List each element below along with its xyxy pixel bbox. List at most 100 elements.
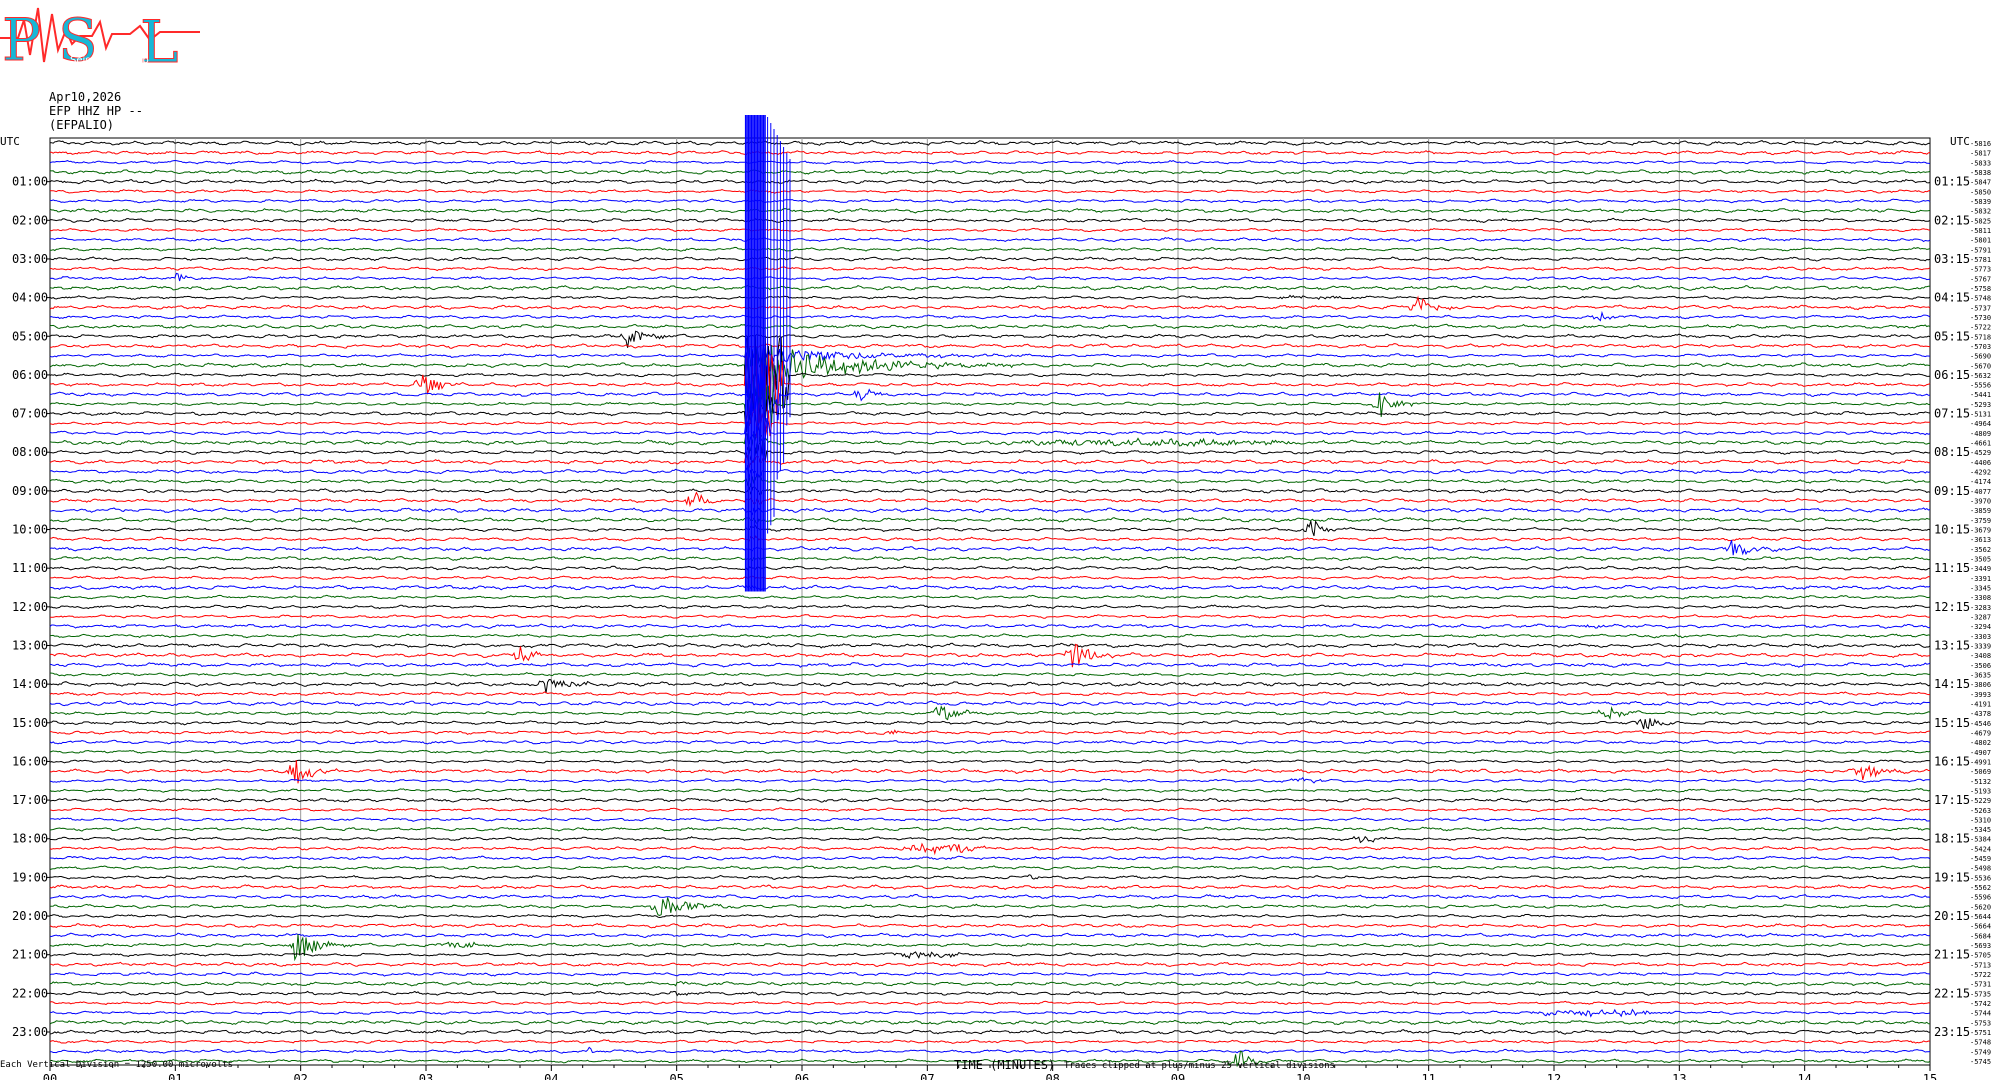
- trace-offset-label: -5801: [1970, 237, 1991, 245]
- trace-line: [49, 432, 1931, 453]
- trace-offset-label: -5839: [1970, 198, 1991, 206]
- trace-offset-label: -4174: [1970, 478, 1991, 486]
- left-hour-label: 04:00: [12, 291, 48, 305]
- trace-line: [49, 379, 1931, 424]
- right-hour-label: 09:15: [1934, 484, 1970, 498]
- trace-offset-label: -4406: [1970, 459, 1991, 467]
- trace-offset-label: -3303: [1970, 633, 1991, 641]
- right-hour-label: 07:15: [1934, 407, 1970, 421]
- trace-offset-label: -3308: [1970, 594, 1991, 602]
- left-hour-label: 21:00: [12, 948, 48, 962]
- logo-letter-l: L: [140, 8, 179, 76]
- grid-lines: [46, 137, 1931, 1071]
- trace-offset-label: -5781: [1970, 256, 1991, 264]
- trace-offset-label: -3759: [1970, 517, 1991, 525]
- trace-offset-label: -5664: [1970, 923, 1991, 931]
- left-hour-label: 02:00: [12, 213, 48, 227]
- trace-line: [49, 884, 1931, 891]
- left-hour-label: 20:00: [12, 909, 48, 923]
- trace-offset-label: -5705: [1970, 952, 1991, 960]
- trace-line: [49, 1019, 1931, 1026]
- trace-offset-label: -5713: [1970, 961, 1991, 969]
- axis-labels: 00 01 02 03 04 05 06 07 08 09 10 11 12 13 14 15 -5816 -58…: [0, 135, 1991, 1080]
- trace-offset-label: -5693: [1970, 942, 1991, 950]
- x-axis-title: TIME (MINUTES): [954, 1058, 1056, 1072]
- trace-line: [49, 865, 1931, 871]
- trace-line: [49, 691, 1931, 697]
- trace-offset-label: -5562: [1970, 884, 1991, 892]
- trace-line: [49, 749, 1931, 754]
- trace-line: [50, 246, 1931, 252]
- right-hour-label: 12:15: [1934, 600, 1970, 614]
- trace-line: [49, 923, 1931, 929]
- trace-offset-label: -5293: [1970, 401, 1991, 409]
- trace-line: [49, 855, 1931, 861]
- trace-offset-label: -5620: [1970, 903, 1991, 911]
- trace-line: [50, 150, 1931, 156]
- trace-offset-label: -5069: [1970, 768, 1991, 776]
- trace-offset-label: -5690: [1970, 353, 1991, 361]
- trace-line: [49, 417, 1931, 445]
- trace-line: [49, 662, 1931, 668]
- x-tick-label: 12: [1547, 1072, 1561, 1080]
- left-hour-label: 14:00: [12, 677, 48, 691]
- right-hour-label: 19:15: [1934, 870, 1970, 884]
- trace-line: [49, 454, 1931, 469]
- trace-line: [49, 364, 1931, 421]
- trace-line: [49, 1050, 1931, 1068]
- trace-offset-label: -5751: [1970, 1029, 1991, 1037]
- left-hour-label: 07:00: [12, 407, 48, 421]
- trace-line: [49, 284, 1931, 291]
- station-name: (EFPALIO): [49, 118, 115, 132]
- trace-offset-label: -5737: [1970, 304, 1991, 312]
- trace-line: [49, 345, 1931, 394]
- trace-offset-label: -5644: [1970, 913, 1991, 921]
- trace-line: [49, 932, 1931, 939]
- trace-offset-label: -5817: [1970, 150, 1991, 158]
- trace-line: [49, 777, 1930, 784]
- trace-line: [49, 475, 1931, 488]
- trace-line: [49, 323, 1931, 330]
- trace-line: [49, 797, 1931, 803]
- right-hour-label: 14:15: [1934, 677, 1970, 691]
- trace-offset-label: -5791: [1970, 246, 1991, 254]
- trace-offset-label: -5850: [1970, 188, 1991, 196]
- trace-offset-label: -5193: [1970, 787, 1991, 795]
- trace-line: [49, 227, 1931, 233]
- right-hour-label: 20:15: [1934, 909, 1970, 923]
- trace-line: [49, 990, 1931, 997]
- x-tick-label: 13: [1672, 1072, 1686, 1080]
- trace-offset-label: -3408: [1970, 652, 1991, 660]
- trace-line: [49, 842, 1931, 856]
- right-hour-label: 08:15: [1934, 445, 1970, 459]
- trace-offset-label: -3505: [1970, 556, 1991, 564]
- trace-line: [49, 159, 1931, 165]
- x-tick-label: 02: [293, 1072, 307, 1080]
- trace-line: [49, 294, 1931, 301]
- trace-line: [49, 207, 1931, 214]
- trace-offset-label: -5263: [1970, 807, 1991, 815]
- right-hour-label: 22:15: [1934, 986, 1970, 1000]
- trace-offset-label: -5670: [1970, 362, 1991, 370]
- trace-offset-label: -5825: [1970, 217, 1991, 225]
- trace-line: [49, 272, 1931, 282]
- trace-line: [49, 739, 1931, 745]
- trace-offset-label: -3806: [1970, 681, 1991, 689]
- right-hour-label: 13:15: [1934, 638, 1970, 652]
- trace-line: [49, 1039, 1931, 1045]
- x-tick-label: 01: [168, 1072, 182, 1080]
- x-tick-label: 09: [1171, 1072, 1185, 1080]
- trace-line: [49, 971, 1931, 977]
- trace-line: [49, 874, 1931, 880]
- trace-offset-label: -5596: [1970, 894, 1991, 902]
- trace-offset-label: -5459: [1970, 855, 1991, 863]
- trace-offset-label: -3283: [1970, 604, 1991, 612]
- trace-offset-label: -5767: [1970, 275, 1991, 283]
- trace-offset-label: -4679: [1970, 729, 1991, 737]
- trace-line: [49, 643, 1931, 668]
- right-hour-label: 23:15: [1934, 1025, 1970, 1039]
- trace-group: [49, 115, 1931, 1068]
- trace-offset-label: -5838: [1970, 169, 1991, 177]
- trace-offset-label: -5730: [1970, 314, 1991, 322]
- trace-offset-label: -4802: [1970, 739, 1991, 747]
